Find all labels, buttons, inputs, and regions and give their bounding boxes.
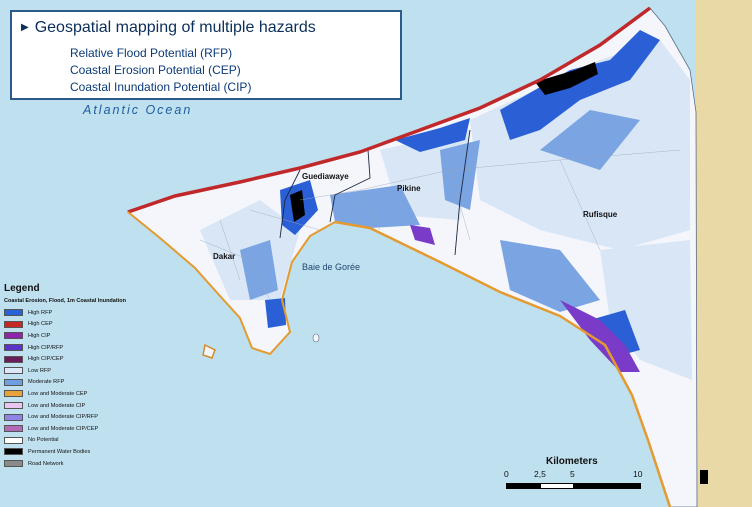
legend-swatch [4,378,23,386]
legend-item: Low RFP [4,365,184,377]
legend-swatch [4,436,23,444]
bay-label: Baie de Gorée [302,262,361,272]
legend-swatch [4,402,23,410]
legend-item: High RFP [4,307,184,319]
legend-items: High RFP High CEP High CIP High CIP/RFP High… [4,307,184,469]
legend-item: Road Network [4,458,184,470]
title-box: ▶ Geospatial mapping of multiple hazards … [10,10,402,100]
hazard-rfp: Relative Flood Potential (RFP) [70,46,233,60]
legend-item: High CEP [4,319,184,331]
legend-swatch [4,448,23,456]
hazard-cep: Coastal Erosion Potential (CEP) [70,63,241,77]
legend-label: Low RFP [28,367,52,374]
legend-item: High CIP/RFP [4,342,184,354]
hazard-cip: Coastal Inundation Potential (CIP) [70,80,252,94]
legend-label: Low and Moderate CIP [28,402,86,409]
map-title-text: Geospatial mapping of multiple hazards [34,19,316,36]
legend-swatch [4,460,23,468]
legend-swatch [4,355,23,363]
legend-item: Moderate RFP [4,377,184,389]
road-network [199,149,681,301]
scale-tick: 5 [570,469,575,479]
legend-label: Moderate RFP [28,379,65,386]
mainland-strip [696,0,752,507]
triangle-bullet-icon: ▶ [21,22,29,33]
legend-label: Low and Moderate CEP [28,390,88,397]
legend-title: Legend [4,283,40,294]
hazard-list: Relative Flood Potential (RFP) Coastal E… [70,45,251,96]
map-title: ▶ Geospatial mapping of multiple hazards [21,19,316,37]
coast-cep-low [334,220,672,507]
cip-areas [410,225,640,372]
scale-segment [506,483,540,489]
legend-label: Permanent Water Bodies [28,448,91,455]
legend-label: High CIP/RFP [28,344,64,351]
island [202,343,216,359]
legend-item: Low and Moderate CIP/RFP [4,411,184,423]
legend-item: High CIP/CEP [4,353,184,365]
coast-dakar [127,211,336,356]
legend-item: Low and Moderate CIP/CEP [4,423,184,435]
legend-swatch [4,320,23,328]
legend-item: No Potential [4,435,184,447]
place-pikine: Pikine [397,184,421,193]
water-bodies [290,62,708,484]
scale-tick: 2,5 [534,469,546,479]
legend-label: High CIP [28,332,51,339]
legend-label: High CIP/CEP [28,356,64,363]
legend-swatch [4,367,23,375]
place-rufisque: Rufisque [583,210,618,219]
legend-swatch [4,344,23,352]
legend-item: Permanent Water Bodies [4,446,184,458]
legend-label: High CEP [28,321,53,328]
legend-label: Low and Moderate CIP/RFP [28,414,98,421]
scale-segment [540,483,574,489]
legend-swatch [4,390,23,398]
scale-title: Kilometers [546,456,598,467]
legend-label: Low and Moderate CIP/CEP [28,425,99,432]
scale-tick: 0 [504,469,509,479]
moderate-rfp-areas [240,110,640,312]
legend-item: Low and Moderate CEP [4,388,184,400]
place-guediawaye: Guediawaye [302,172,349,181]
scale-segment [574,483,641,489]
scale-tick: 10 [633,469,643,479]
legend: Legend Coastal Erosion, Flood, 1m Coasta… [4,283,184,501]
place-dakar: Dakar [213,252,236,261]
ocean-label: Atlantic Ocean [83,103,193,117]
legend-label: Road Network [28,460,64,467]
legend-label: No Potential [28,437,59,444]
legend-swatch [4,309,23,317]
scale-bar: Kilometers 0 2,5 5 10 [498,456,648,496]
legend-label: High RFP [28,309,53,316]
legend-swatch [4,332,23,340]
legend-subtitle: Coastal Erosion, Flood, 1m Coastal Inund… [4,298,126,304]
legend-item: High CIP [4,330,184,342]
legend-item: Low and Moderate CIP [4,400,184,412]
goree-island [312,333,320,343]
commune-boundaries [279,129,471,256]
legend-swatch [4,425,23,433]
legend-swatch [4,413,23,421]
coast-cep-high [127,6,652,214]
